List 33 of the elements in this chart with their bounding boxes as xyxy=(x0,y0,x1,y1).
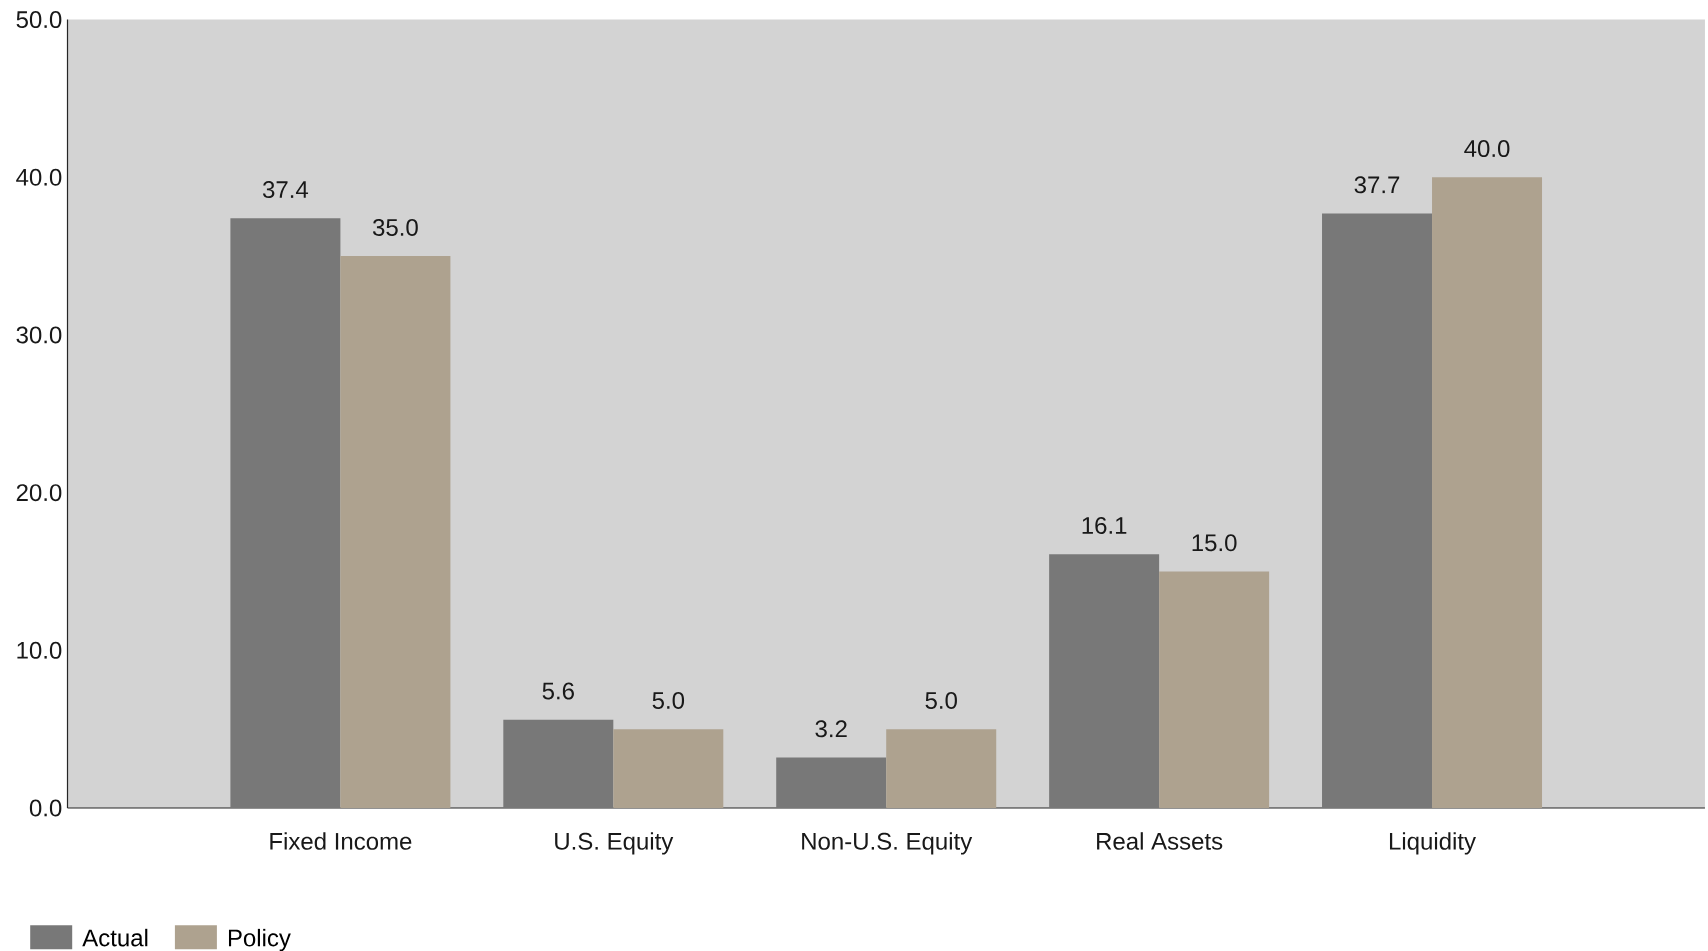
x-tick-label: U.S. Equity xyxy=(555,832,674,855)
y-tick-label: 20.0 xyxy=(16,484,62,502)
data-label: 40.0 xyxy=(1464,140,1510,158)
x-tick-label: Fixed Income xyxy=(270,832,412,850)
data-label: 3.2 xyxy=(815,720,847,738)
bar xyxy=(1322,213,1433,808)
bar xyxy=(886,729,997,808)
y-tick-label: 10.0 xyxy=(17,641,62,659)
bar xyxy=(340,256,451,808)
bar xyxy=(503,719,614,808)
bar xyxy=(613,729,724,808)
data-label: 37.7 xyxy=(1354,176,1400,194)
bar xyxy=(1159,571,1270,808)
y-tick-label: 50.0 xyxy=(16,11,62,29)
y-tick-label: 0.0 xyxy=(29,799,62,817)
data-label: 37.4 xyxy=(262,181,309,199)
legend-label: Actual xyxy=(82,928,148,947)
data-label: 5.0 xyxy=(925,691,957,709)
data-label: 5.6 xyxy=(542,682,574,700)
x-tick-label: Non-U.S. Equity xyxy=(802,832,973,855)
bar xyxy=(1432,177,1543,808)
bar xyxy=(1049,554,1160,808)
y-tick-label: 40.0 xyxy=(16,168,62,186)
bar xyxy=(230,218,341,808)
data-label: 5.0 xyxy=(652,691,685,709)
x-tick-label: Real Assets xyxy=(1097,832,1223,850)
y-tick-label: 30.0 xyxy=(16,326,62,344)
data-label: 16.1 xyxy=(1082,516,1127,534)
legend-label: Policy xyxy=(228,928,291,951)
data-label: 15.0 xyxy=(1192,534,1237,552)
x-tick-label: Liquidity xyxy=(1389,832,1476,855)
bar xyxy=(776,757,887,808)
data-label: 35.0 xyxy=(372,218,418,236)
